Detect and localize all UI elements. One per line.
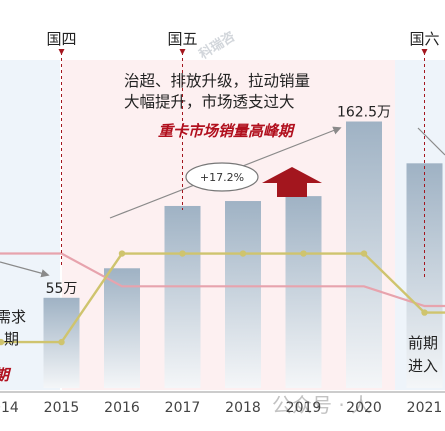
x-tick-2019: 2019: [286, 400, 322, 416]
bar-2016: [104, 268, 140, 388]
yellow-line-point-2019: [300, 250, 307, 257]
x-tick-2017: 2017: [165, 400, 201, 416]
lines-group: [0, 250, 445, 346]
yellow-line-point-2020: [360, 250, 368, 257]
standards-group: 国四 国五 国六: [46, 30, 440, 280]
peak-up-arrow: [262, 167, 322, 197]
annotation-line-2: 大幅提升，市场透支过大: [124, 93, 295, 111]
trend-arrow-left: [0, 261, 50, 278]
yellow-line-point-2016: [118, 250, 126, 257]
right-note-2: 进入: [408, 357, 438, 375]
x-tick-2016: 2016: [104, 400, 140, 416]
yellow-line-point-2021: [421, 309, 428, 316]
bar-2019: [285, 196, 322, 388]
watermark-footer: 公众号 · 人: [272, 393, 371, 417]
trend-arrow-right: [417, 127, 445, 156]
yellow-line-point-2015: [58, 338, 65, 346]
bar-2017: [164, 205, 201, 388]
annotation-line-1: 治超、排放升级，拉动销量: [124, 72, 310, 90]
left-red-fragment: 期: [0, 366, 12, 384]
x-tick-2015: 2015: [44, 400, 80, 416]
yellow-line: [0, 252, 445, 344]
growth-bubble-text: +17.2%: [200, 171, 244, 184]
x-tick-2020: 2020: [346, 400, 382, 416]
bar-label-2015: 55万: [46, 281, 78, 297]
bar-label-2020: 162.5万: [337, 105, 391, 121]
growth-bubble: [185, 162, 259, 192]
bar-2018: [225, 201, 261, 388]
x-tick-2021: 2021: [407, 400, 443, 416]
bars-group: 55万 162.5万: [43, 105, 443, 388]
pink-line: [0, 252, 445, 308]
yellow-line-point-2017: [179, 250, 186, 257]
yellow-line-point-2018: [239, 250, 247, 257]
left-note-1: 需求: [0, 308, 26, 326]
standard-label-2: 国五: [167, 30, 197, 48]
standard-label-1: 国四: [46, 30, 76, 48]
peak-title: 重卡市场销量高峰期: [158, 122, 296, 140]
standard-label-3: 国六: [409, 30, 439, 48]
x-tick-2018: 2018: [225, 400, 261, 416]
watermark-brand: 科瑞咨: [196, 28, 238, 62]
x-tick-2014: 2014: [0, 400, 19, 416]
yellow-line-point-2014: [0, 338, 5, 346]
right-note-1: 前期: [408, 334, 438, 352]
left-note-2: 期: [4, 330, 19, 348]
x-axis: 2014 2015 2016 2017 2018 2019 2020 2021: [0, 391, 445, 416]
